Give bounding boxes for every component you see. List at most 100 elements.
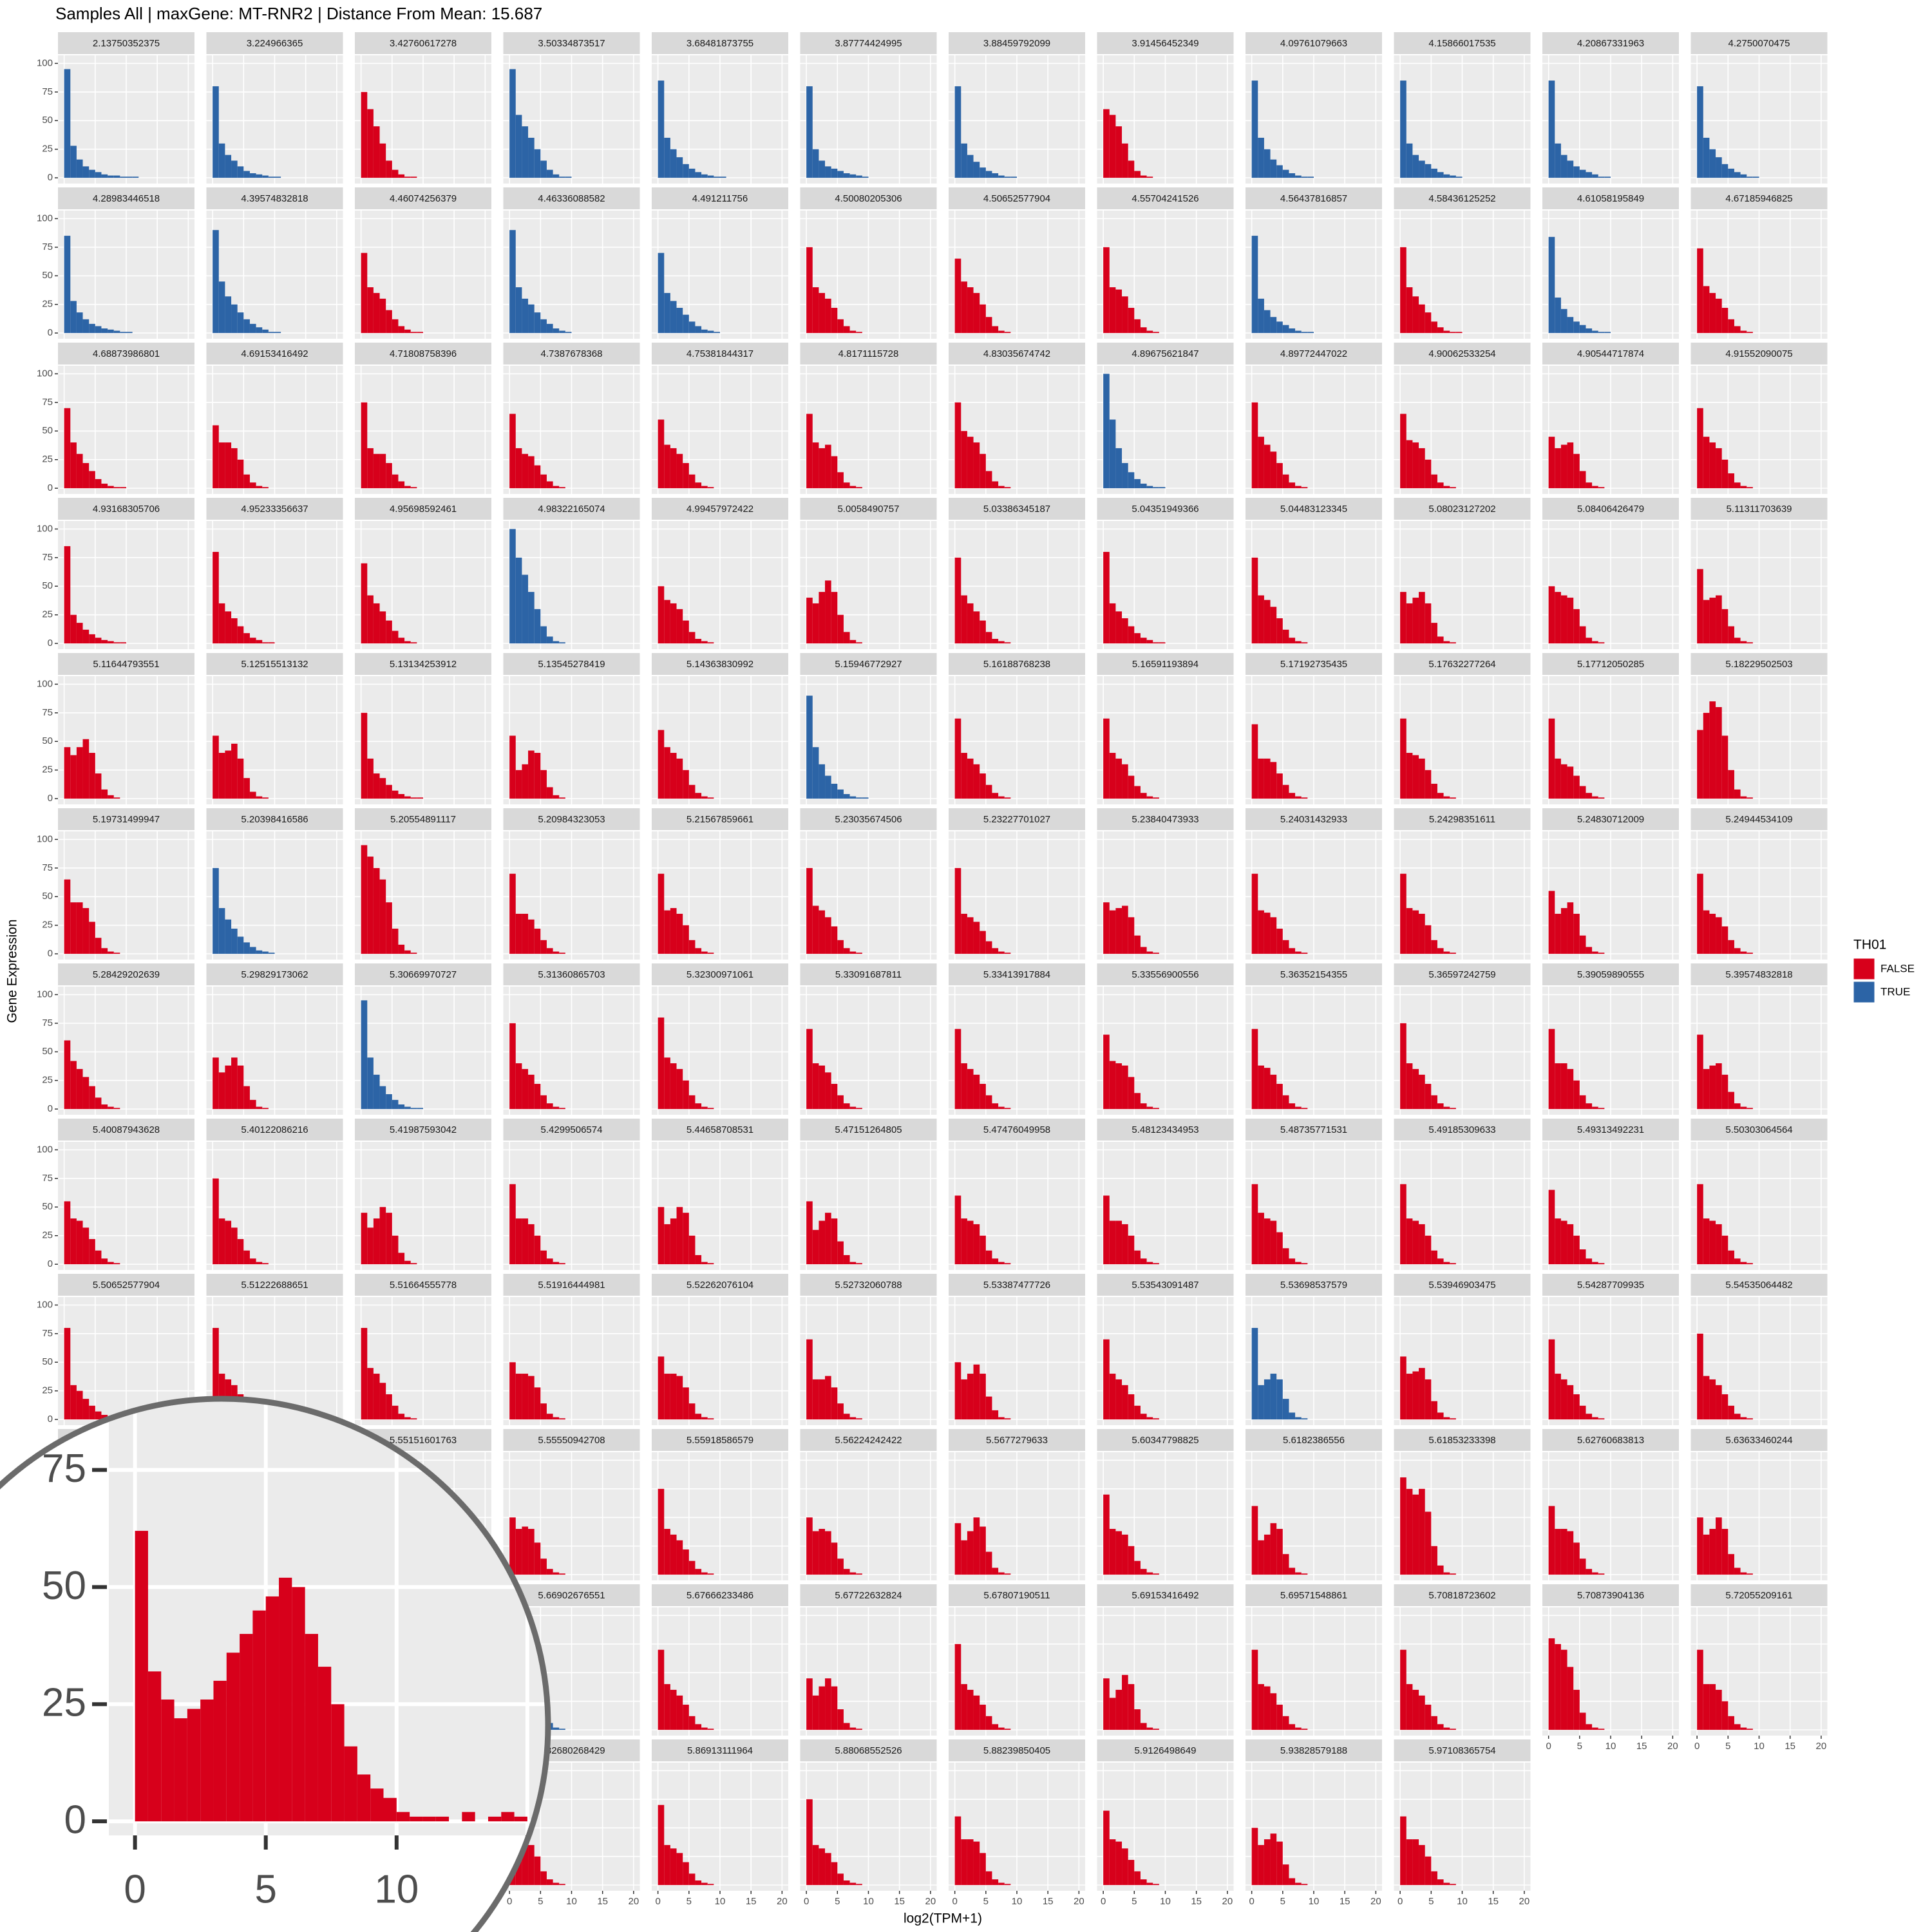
histogram-bar	[1728, 1250, 1734, 1265]
strip-background	[1245, 963, 1382, 985]
strip-label: 5.47151264805	[835, 1124, 902, 1135]
strip-background	[800, 1119, 937, 1141]
histogram-bar	[1431, 940, 1437, 954]
strip-label: 5.04483123345	[1280, 504, 1347, 515]
strip-label: 4.55704241526	[1132, 193, 1198, 204]
histogram-bar	[82, 166, 90, 178]
histogram-bar	[1425, 603, 1432, 644]
histogram-bar	[992, 1258, 999, 1265]
histogram-bar	[386, 310, 392, 334]
histogram-bar	[992, 948, 999, 954]
histogram-bar	[1567, 1385, 1574, 1420]
histogram-bar	[676, 758, 683, 799]
histogram-bar	[373, 603, 380, 644]
facet-panel: 4.09761079663	[1245, 32, 1382, 184]
histogram-bar	[559, 1728, 565, 1730]
histogram-bar	[1159, 487, 1166, 489]
histogram-bar	[89, 169, 95, 178]
histogram-bar	[695, 1414, 702, 1420]
histogram-bar	[1548, 236, 1555, 334]
facet-panel: 5.44658708531	[652, 1119, 788, 1270]
histogram-bar	[1010, 176, 1017, 178]
strip-label: 5.70818723602	[1428, 1590, 1495, 1601]
histogram-bar	[1573, 1235, 1580, 1265]
histogram-bar	[108, 951, 114, 954]
strip-background	[652, 1429, 788, 1451]
histogram-bar	[200, 1700, 214, 1822]
histogram-bar	[1450, 797, 1456, 799]
histogram-bar	[1251, 724, 1258, 799]
histogram-bar	[1282, 169, 1289, 178]
histogram-bar	[262, 642, 269, 644]
histogram-bar	[1103, 551, 1110, 644]
histogram-bar	[1567, 598, 1574, 644]
facet-panel: 4.58436125252	[1394, 187, 1531, 339]
histogram-bar	[1721, 1074, 1728, 1110]
histogram-bar	[1734, 1103, 1741, 1110]
strip-label: 5.4299506574	[541, 1124, 603, 1135]
x-tick-label: 15	[1488, 1896, 1499, 1907]
histogram-bar	[961, 1218, 967, 1265]
histogram-bar	[967, 155, 974, 178]
histogram-bar	[683, 463, 689, 489]
histogram-bar	[1443, 1882, 1450, 1886]
histogram-bar	[1295, 1262, 1302, 1265]
histogram-bar	[1289, 328, 1296, 334]
y-tick-label: 75	[42, 86, 53, 97]
strip-label: 4.99457972422	[687, 504, 753, 515]
strip-label: 5.18229502503	[1725, 659, 1792, 670]
histogram-bar	[1709, 1379, 1716, 1420]
histogram-bar	[1282, 1864, 1289, 1886]
facet-panel: 5.40122086216	[206, 1119, 343, 1270]
histogram-bar	[664, 1374, 670, 1420]
histogram-bar	[522, 126, 529, 178]
x-tick-label: 0	[124, 1867, 146, 1911]
histogram-bar	[108, 795, 114, 799]
histogram-bar	[1140, 1569, 1147, 1575]
histogram-bar	[1443, 174, 1450, 178]
histogram-bar	[980, 304, 986, 334]
facet-panel: 4.89772447022	[1245, 343, 1382, 494]
histogram-bar	[1264, 1379, 1271, 1420]
strip-background	[58, 32, 194, 54]
strip-background	[1542, 1119, 1679, 1141]
strip-background	[503, 32, 640, 54]
histogram-bar	[528, 1529, 535, 1575]
histogram-bar	[1400, 1184, 1406, 1265]
histogram-bar	[1109, 603, 1116, 644]
y-tick-label: 75	[42, 1173, 53, 1184]
strip-label: 3.50334873517	[538, 38, 605, 49]
y-tick-label: 100	[37, 1144, 53, 1155]
histogram-bar	[1716, 1224, 1722, 1265]
histogram-bar	[82, 463, 90, 489]
histogram-bar	[683, 1213, 689, 1265]
histogram-bar	[120, 642, 126, 644]
histogram-bar	[849, 174, 857, 178]
strip-label: 4.69153416492	[241, 348, 308, 359]
histogram-bar	[812, 1063, 819, 1110]
histogram-bar	[1004, 1728, 1011, 1730]
strip-label: 5.33413917884	[983, 969, 1050, 980]
histogram-bar	[1134, 478, 1141, 489]
histogram-bar	[806, 247, 813, 334]
y-tick-label: 100	[37, 368, 53, 379]
histogram-bar	[831, 168, 838, 178]
strip-background	[800, 498, 937, 520]
histogram-bar	[1703, 1684, 1710, 1730]
histogram-bar	[108, 329, 114, 334]
histogram-bar	[95, 172, 102, 178]
histogram-bar	[1258, 1385, 1264, 1420]
strip-background	[1394, 1739, 1531, 1761]
histogram-bar	[1115, 1841, 1122, 1886]
histogram-bar	[89, 634, 95, 644]
histogram-bar	[135, 1531, 148, 1822]
histogram-bar	[417, 1108, 423, 1110]
histogram-bar	[819, 1529, 826, 1575]
histogram-bar	[528, 750, 535, 799]
histogram-bar	[1146, 330, 1153, 334]
histogram-bar	[1406, 603, 1413, 644]
histogram-bar	[231, 743, 238, 799]
histogram-bar	[985, 1396, 992, 1420]
strip-label: 4.39574832818	[241, 193, 308, 204]
